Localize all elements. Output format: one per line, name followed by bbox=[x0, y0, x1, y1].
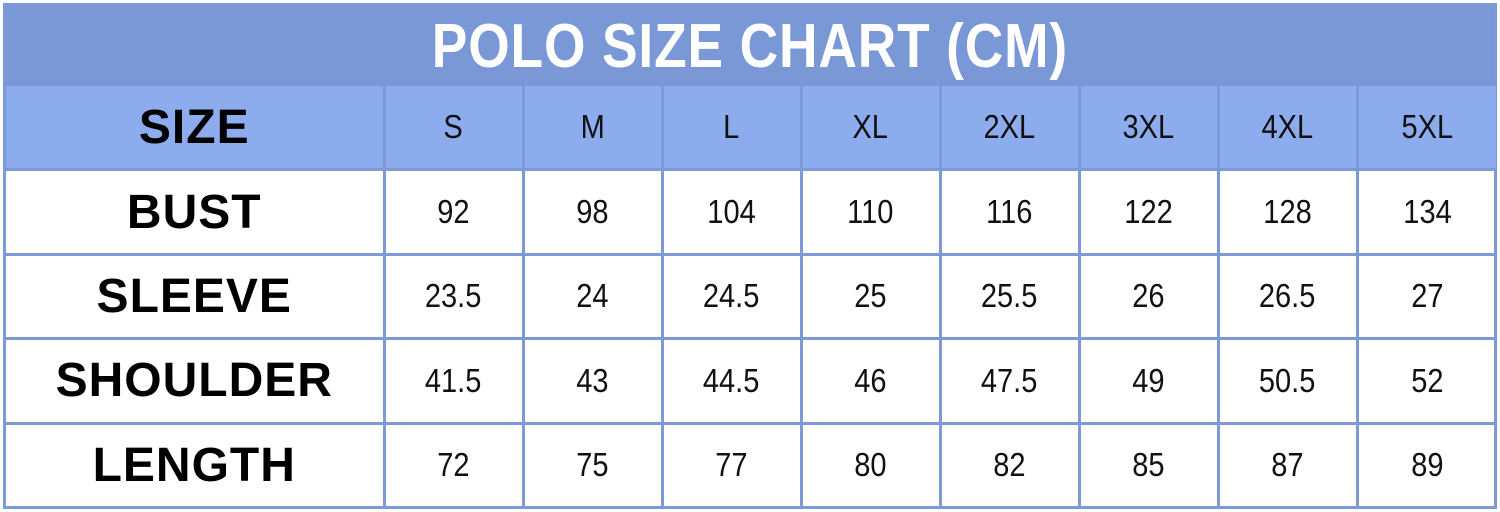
value-cell: 77 bbox=[660, 421, 803, 506]
value-label: 92 bbox=[437, 193, 470, 231]
value-cell: 80 bbox=[799, 421, 942, 506]
size-header-cell: 2XL bbox=[938, 86, 1081, 172]
value-cell: 25 bbox=[799, 252, 942, 341]
value-cell: 23.5 bbox=[382, 252, 525, 341]
value-cell: 87 bbox=[1216, 421, 1359, 506]
value-label: 27 bbox=[1411, 277, 1444, 315]
title-bar: POLO SIZE CHART (CM) bbox=[6, 6, 1494, 86]
size-header-cell: 5XL bbox=[1355, 86, 1496, 172]
value-label: 52 bbox=[1411, 361, 1444, 399]
header-row: SIZE S M L XL 2XL 3XL 4XL 5XL bbox=[6, 86, 1496, 172]
row-label-cell: LENGTH bbox=[6, 421, 386, 506]
value-cell: 47.5 bbox=[938, 337, 1081, 425]
row-label-cell: SHOULDER bbox=[6, 337, 386, 425]
value-cell: 26.5 bbox=[1216, 252, 1359, 341]
chart-title: POLO SIZE CHART (CM) bbox=[431, 11, 1069, 81]
row-label-cell: BUST bbox=[6, 168, 386, 256]
value-cell: 116 bbox=[938, 168, 1081, 256]
row-label: LENGTH bbox=[92, 438, 296, 492]
value-label: 89 bbox=[1411, 446, 1444, 484]
size-header-cell: S bbox=[382, 86, 525, 172]
size-header-cell: 4XL bbox=[1216, 86, 1359, 172]
row-label: SLEEVE bbox=[96, 269, 292, 323]
row-label-cell: SLEEVE bbox=[6, 252, 386, 341]
value-cell: 26 bbox=[1077, 252, 1220, 341]
value-label: 122 bbox=[1124, 193, 1173, 231]
value-cell: 50.5 bbox=[1216, 337, 1359, 425]
size-header-cell: L bbox=[660, 86, 803, 172]
size-header-label: S bbox=[443, 108, 464, 146]
size-header-label: 3XL bbox=[1122, 108, 1175, 146]
size-header-cell: 3XL bbox=[1077, 86, 1220, 172]
value-cell: 72 bbox=[382, 421, 525, 506]
value-label: 26.5 bbox=[1259, 277, 1316, 315]
value-label: 41.5 bbox=[425, 361, 482, 399]
value-label: 72 bbox=[437, 446, 470, 484]
size-header-label: 5XL bbox=[1401, 108, 1454, 146]
value-label: 25.5 bbox=[981, 277, 1038, 315]
value-cell: 27 bbox=[1355, 252, 1496, 341]
table-row: BUST 92 98 104 110 116 122 128 134 bbox=[6, 168, 1496, 256]
value-label: 134 bbox=[1403, 193, 1452, 231]
size-table: SIZE S M L XL 2XL 3XL 4XL 5XL BUST 92 98 10… bbox=[6, 86, 1496, 506]
value-cell: 104 bbox=[660, 168, 803, 256]
row-label: BUST bbox=[126, 185, 262, 239]
value-label: 25 bbox=[854, 277, 887, 315]
value-cell: 82 bbox=[938, 421, 1081, 506]
value-label: 24.5 bbox=[703, 277, 760, 315]
value-label: 75 bbox=[576, 446, 609, 484]
value-label: 23.5 bbox=[425, 277, 482, 315]
value-cell: 49 bbox=[1077, 337, 1220, 425]
value-cell: 41.5 bbox=[382, 337, 525, 425]
value-cell: 43 bbox=[521, 337, 664, 425]
value-label: 116 bbox=[986, 193, 1033, 231]
value-cell: 110 bbox=[799, 168, 942, 256]
size-header-label: 4XL bbox=[1261, 108, 1314, 146]
value-label: 24 bbox=[576, 277, 609, 315]
value-cell: 98 bbox=[521, 168, 664, 256]
table-row: SHOULDER 41.5 43 44.5 46 47.5 49 50.5 52 bbox=[6, 337, 1496, 425]
value-label: 77 bbox=[715, 446, 748, 484]
value-label: 85 bbox=[1132, 446, 1165, 484]
value-cell: 128 bbox=[1216, 168, 1359, 256]
value-label: 104 bbox=[707, 193, 756, 231]
table-row: LENGTH 72 75 77 80 82 85 87 89 bbox=[6, 421, 1496, 506]
value-label: 87 bbox=[1271, 446, 1304, 484]
value-cell: 89 bbox=[1355, 421, 1496, 506]
size-header-cell: XL bbox=[799, 86, 942, 172]
row-header-cell: SIZE bbox=[6, 86, 386, 172]
size-header-label: L bbox=[723, 108, 740, 146]
value-label: 110 bbox=[847, 193, 894, 231]
size-header-cell: M bbox=[521, 86, 664, 172]
value-label: 47.5 bbox=[981, 361, 1038, 399]
size-header-label: 2XL bbox=[983, 108, 1036, 146]
value-label: 80 bbox=[854, 446, 887, 484]
value-cell: 24 bbox=[521, 252, 664, 341]
value-cell: 122 bbox=[1077, 168, 1220, 256]
value-cell: 24.5 bbox=[660, 252, 803, 341]
value-label: 98 bbox=[576, 193, 609, 231]
value-label: 50.5 bbox=[1259, 361, 1316, 399]
value-label: 128 bbox=[1263, 193, 1312, 231]
value-label: 82 bbox=[993, 446, 1026, 484]
value-cell: 85 bbox=[1077, 421, 1220, 506]
value-label: 44.5 bbox=[703, 361, 760, 399]
value-cell: 25.5 bbox=[938, 252, 1081, 341]
value-cell: 52 bbox=[1355, 337, 1496, 425]
value-cell: 44.5 bbox=[660, 337, 803, 425]
value-label: 26 bbox=[1132, 277, 1165, 315]
value-cell: 92 bbox=[382, 168, 525, 256]
value-label: 49 bbox=[1132, 361, 1165, 399]
size-header-label: M bbox=[580, 108, 605, 146]
value-cell: 46 bbox=[799, 337, 942, 425]
value-label: 46 bbox=[854, 361, 887, 399]
size-header-label: XL bbox=[852, 108, 889, 146]
row-header-label: SIZE bbox=[138, 100, 250, 154]
value-cell: 75 bbox=[521, 421, 664, 506]
table-row: SLEEVE 23.5 24 24.5 25 25.5 26 26.5 27 bbox=[6, 252, 1496, 341]
value-cell: 134 bbox=[1355, 168, 1496, 256]
value-label: 43 bbox=[576, 361, 609, 399]
row-label: SHOULDER bbox=[55, 354, 333, 408]
size-chart: POLO SIZE CHART (CM) SIZE S M L XL 2XL 3… bbox=[3, 3, 1497, 509]
